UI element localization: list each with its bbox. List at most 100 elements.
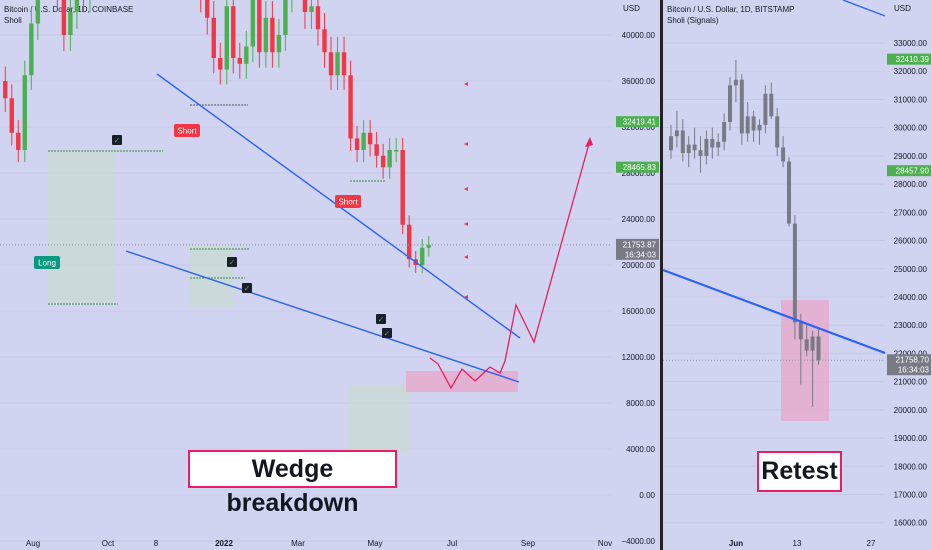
candle-body bbox=[804, 339, 809, 351]
y-tick-label: 32000.00 bbox=[894, 67, 928, 76]
candle-body bbox=[393, 150, 399, 152]
consolidation-box bbox=[48, 151, 115, 303]
pane-divider[interactable] bbox=[660, 0, 663, 550]
price-label-box bbox=[616, 238, 659, 250]
signal-badge-label: Short bbox=[177, 127, 197, 136]
y-tick-label: 40000.00 bbox=[622, 31, 656, 40]
candle-body bbox=[276, 35, 282, 53]
candle-body bbox=[792, 223, 797, 323]
candle-body bbox=[250, 0, 256, 47]
candle-body bbox=[9, 98, 14, 133]
left-price-chart[interactable]: 76000.0072000.0068000.0064000.0060000.00… bbox=[0, 0, 660, 550]
y-tick-label: 24000.00 bbox=[894, 293, 928, 302]
signal-check-icon bbox=[227, 257, 237, 267]
future-marker bbox=[464, 255, 468, 259]
candle-body bbox=[387, 150, 392, 168]
projection-arrowhead bbox=[585, 137, 593, 147]
candle-body bbox=[426, 244, 431, 248]
candle-body bbox=[728, 85, 732, 123]
candle-body bbox=[704, 138, 709, 156]
x-tick-label: 2022 bbox=[215, 539, 233, 548]
price-label-box bbox=[887, 53, 931, 65]
signal-check-icon: ✓ bbox=[114, 136, 121, 145]
x-tick-label: Jul bbox=[447, 539, 457, 548]
candle-body bbox=[692, 144, 697, 151]
y-tick-label: 24000.00 bbox=[622, 215, 656, 224]
candle-body bbox=[68, 12, 73, 35]
left-chart-pane[interactable]: Bitcoin / U.S. Dollar, 1D, COINBASE Shol… bbox=[0, 0, 660, 550]
candle-body bbox=[309, 6, 314, 12]
signal-check-icon: ✓ bbox=[244, 284, 251, 293]
left-chart-indicator: Sholi bbox=[4, 16, 22, 25]
x-tick-label: 27 bbox=[867, 539, 876, 548]
candle-body bbox=[710, 138, 715, 148]
candle-body bbox=[61, 0, 67, 35]
price-label: 28465.83 bbox=[623, 163, 657, 172]
right-chart-indicator: Sholi (Signals) bbox=[667, 16, 719, 25]
price-label: 21753.87 bbox=[623, 240, 657, 249]
candle-body bbox=[775, 116, 780, 148]
x-tick-label: Mar bbox=[291, 539, 305, 548]
candle-body bbox=[757, 124, 762, 131]
y-tick-label: 18000.00 bbox=[894, 462, 928, 471]
candle-body bbox=[16, 132, 21, 150]
candle-body bbox=[361, 132, 366, 150]
candle-body bbox=[406, 224, 412, 260]
y-tick-label: 8000.00 bbox=[626, 399, 655, 408]
projection-path bbox=[429, 139, 591, 390]
y-tick-label: 32000.00 bbox=[622, 123, 656, 132]
candle-body bbox=[669, 136, 673, 151]
y-tick-label: 26000.00 bbox=[894, 237, 928, 246]
left-currency-label: USD bbox=[623, 4, 640, 13]
candle-body bbox=[74, 0, 80, 12]
price-label: 16:34:03 bbox=[898, 366, 930, 375]
price-label: 32410.39 bbox=[896, 55, 930, 64]
candle-body bbox=[341, 52, 347, 76]
price-label: 32419.41 bbox=[623, 118, 657, 127]
y-tick-label: 4000.00 bbox=[626, 445, 655, 454]
price-label-box bbox=[616, 161, 659, 173]
candle-body bbox=[322, 29, 327, 53]
y-tick-label: 30000.00 bbox=[894, 124, 928, 133]
signal-check-icon: ✓ bbox=[229, 258, 236, 267]
candle-body bbox=[674, 130, 679, 137]
price-label-box bbox=[616, 248, 659, 260]
right-chart-header: Bitcoin / U.S. Dollar, 1D, BITSTAMP Shol… bbox=[667, 4, 794, 26]
y-tick-label: 31000.00 bbox=[894, 95, 928, 104]
candle-body bbox=[231, 6, 236, 58]
candle-body bbox=[722, 122, 727, 142]
target-zone bbox=[406, 371, 518, 392]
candle-body bbox=[302, 0, 308, 12]
retest-callout: Retest bbox=[757, 451, 842, 492]
candle-body bbox=[367, 132, 373, 145]
price-label-box bbox=[887, 354, 931, 366]
candle-body bbox=[257, 0, 262, 53]
left-chart-header: Bitcoin / U.S. Dollar, 1D, COINBASE Shol… bbox=[4, 4, 133, 26]
candle-body bbox=[283, 0, 288, 35]
signal-check-icon bbox=[112, 135, 122, 145]
candle-body bbox=[781, 147, 786, 162]
candle-body bbox=[751, 116, 756, 131]
y-tick-label: 36000.00 bbox=[622, 77, 656, 86]
candle-body bbox=[224, 6, 229, 70]
candle-body bbox=[716, 141, 721, 148]
candle-body bbox=[686, 144, 691, 154]
x-tick-label: Jun bbox=[729, 539, 743, 548]
left-chart-title: Bitcoin / U.S. Dollar, 1D, COINBASE bbox=[4, 5, 134, 14]
candle-body bbox=[244, 46, 249, 64]
signal-check-icon bbox=[242, 283, 252, 293]
candle-body bbox=[769, 93, 774, 117]
candle-body bbox=[270, 17, 275, 53]
price-label: 28457.90 bbox=[896, 167, 930, 176]
candle-body bbox=[733, 79, 738, 86]
candle-body bbox=[3, 81, 8, 99]
y-tick-label: 28000.00 bbox=[622, 169, 656, 178]
y-tick-label: 16000.00 bbox=[894, 519, 928, 528]
y-tick-label: 29000.00 bbox=[894, 152, 928, 161]
y-tick-label: 0.00 bbox=[639, 491, 655, 500]
y-tick-label: 21000.00 bbox=[894, 378, 928, 387]
candle-body bbox=[205, 0, 210, 18]
y-tick-label: 27000.00 bbox=[894, 208, 928, 217]
right-price-chart[interactable]: 33000.00 32000.00 31000.00 30000.00 29000.00… bbox=[663, 0, 932, 550]
candle-body bbox=[263, 17, 269, 53]
